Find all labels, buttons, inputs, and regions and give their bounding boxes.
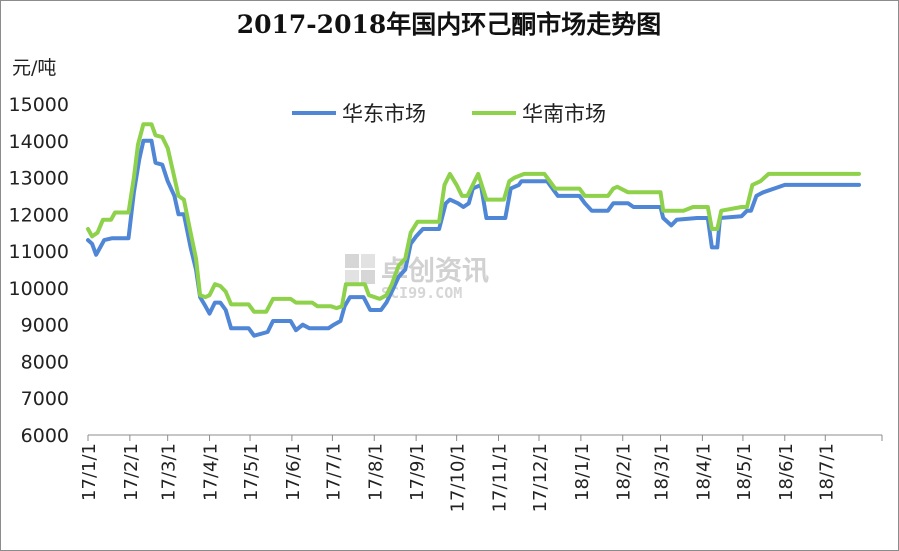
- series-line-east-china: [86, 138, 861, 338]
- y-tick-label: 15000: [9, 94, 69, 116]
- y-tick-label: 6000: [21, 425, 69, 447]
- legend-label: 华东市场: [342, 102, 426, 126]
- y-tick-label: 11000: [9, 241, 69, 263]
- x-tick-label: 17/4/1: [201, 443, 222, 501]
- y-tick-label: 9000: [21, 315, 69, 337]
- watermark-logo-block: [345, 254, 359, 268]
- watermark: 卓创资讯 SCI99.COM: [345, 254, 489, 302]
- watermark-name: 卓创资讯: [381, 256, 489, 287]
- x-tick-label: 17/12/1: [530, 443, 551, 512]
- x-tick-label: 17/6/1: [283, 443, 304, 501]
- x-tick-label: 17/10/1: [448, 443, 469, 512]
- x-tick-label: 17/7/1: [323, 443, 344, 501]
- y-tick-label: 14000: [9, 131, 69, 153]
- x-tick-label: 18/3/1: [652, 443, 673, 501]
- x-tick-label: 17/2/1: [121, 443, 142, 501]
- y-tick-label: 10000: [9, 278, 69, 300]
- x-tick-label: 17/11/1: [490, 443, 511, 512]
- series-line-south-china: [86, 122, 861, 314]
- x-axis: 17/1/1 17/2/1 17/3/1 17/4/1 17/5/1 17/6/1 17/7…: [79, 434, 883, 512]
- x-tick-label: 17/5/1: [241, 443, 262, 501]
- y-tick-label: 12000: [9, 204, 69, 226]
- x-tick-label: 18/2/1: [614, 443, 635, 501]
- legend: 华东市场 华南市场: [292, 102, 606, 126]
- watermark-logo-block: [361, 254, 375, 268]
- watermark-logo-block: [345, 270, 359, 284]
- y-axis-unit-label: 元/吨: [12, 57, 56, 79]
- x-tick-label: 18/6/1: [776, 443, 797, 501]
- chart-title: 2017-2018年国内环己酮市场走势图: [237, 10, 662, 39]
- series-lines: [86, 122, 861, 338]
- watermark-site: SCI99.COM: [381, 284, 462, 302]
- x-tick-label: 17/8/1: [365, 443, 386, 501]
- x-tick-label: 17/1/1: [79, 443, 100, 501]
- y-tick-label: 13000: [9, 168, 69, 190]
- watermark-logo-block: [361, 270, 375, 284]
- y-tick-label: 8000: [21, 351, 69, 373]
- x-tick-label: 18/7/1: [816, 443, 837, 501]
- x-tick-label: 18/5/1: [734, 443, 755, 501]
- x-tick-label: 18/4/1: [693, 443, 714, 501]
- legend-label: 华南市场: [522, 102, 606, 126]
- x-tick-label: 17/3/1: [159, 443, 180, 501]
- x-tick-label: 17/9/1: [407, 443, 428, 501]
- x-tick-label: 18/1/1: [572, 443, 593, 501]
- y-tick-label: 7000: [21, 388, 69, 410]
- y-axis: 6000 7000 8000 9000 10000 11000 12000 13000 1400…: [9, 94, 69, 447]
